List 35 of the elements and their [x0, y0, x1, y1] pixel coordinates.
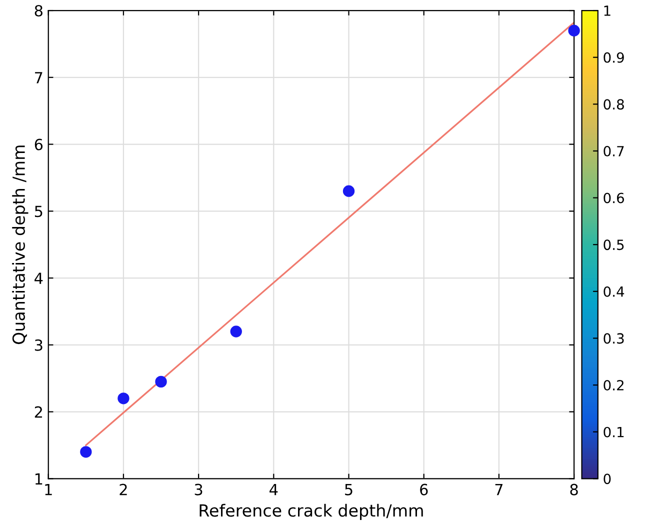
color-bar-label: 0.9: [604, 52, 624, 63]
y-tick-label: 5: [34, 206, 42, 218]
x-tick-label: 7: [495, 484, 503, 496]
color-bar-label: 1: [604, 6, 610, 16]
x-tick-label: 8: [570, 484, 578, 496]
color-bar-label: 0: [604, 474, 611, 484]
y-tick-label: 8: [34, 4, 42, 17]
y-tick-label: 2: [34, 406, 42, 418]
y-axis-title: Quantitative depth /mm: [12, 146, 28, 344]
x-tick-label: 6: [420, 484, 428, 496]
color-bar-label: 0.5: [604, 240, 624, 250]
color-bar-label: 0.7: [604, 146, 624, 156]
color-bar-label: 0.4: [604, 286, 624, 297]
y-tick-label: 4: [34, 272, 43, 284]
x-tick-label: 2: [120, 484, 127, 496]
x-axis-title: Reference crack depth/mm: [200, 504, 423, 520]
point: [342, 185, 355, 197]
color-bar-label: 0.2: [604, 380, 624, 391]
color-bar-label: 0.6: [604, 192, 624, 204]
point: [118, 392, 130, 404]
point: [230, 326, 242, 338]
point: [80, 446, 92, 458]
color-bar-label: 0.8: [604, 99, 624, 110]
y-tick-label: 3: [34, 339, 42, 351]
x-tick-label: 5: [345, 484, 352, 496]
color-bar-label: 0.1: [604, 426, 624, 438]
x-tick-label: 3: [194, 484, 202, 496]
color-bar-label: 0.3: [604, 333, 624, 344]
x-tick-label: 1: [45, 484, 52, 496]
point: [155, 376, 167, 388]
y-tick-label: 7: [35, 72, 42, 84]
point: [568, 24, 580, 36]
y-tick-label: 6: [34, 138, 43, 150]
y-tick-label: 1: [35, 473, 42, 484]
x-tick-label: 4: [270, 484, 278, 496]
